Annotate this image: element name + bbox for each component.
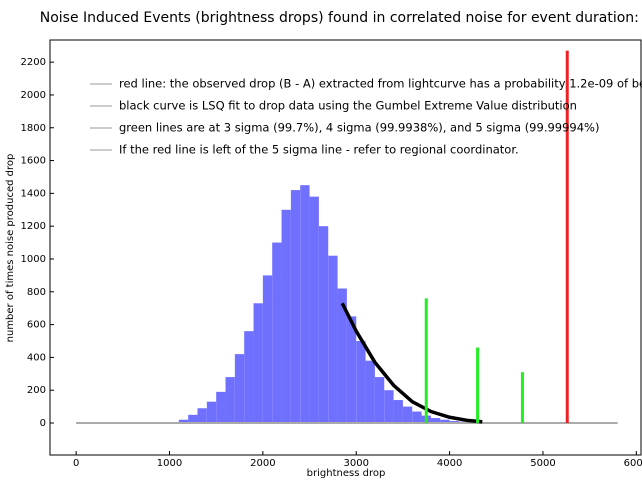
y-tick-label: 1400 [21,188,46,199]
bar [216,391,226,424]
bar [356,340,366,424]
x-tick-label: 5000 [530,458,555,469]
bar [440,419,450,424]
y-tick-label: 1600 [21,156,46,167]
bar [309,196,319,424]
bar [318,226,329,424]
bar [365,360,375,424]
legend-text: If the red line is left of the 5 sigma l… [119,143,519,157]
y-tick-label: 800 [27,287,46,298]
bar [402,406,413,424]
plot-frame [49,39,642,456]
bar [262,275,273,424]
bar [300,185,310,424]
bar [178,419,189,424]
y-tick-label: 400 [27,352,46,363]
fit-curve [340,302,483,424]
y-tick-label: 2000 [21,90,46,101]
bar [281,209,291,424]
bar [225,377,235,424]
bar [393,400,403,424]
bar [337,288,347,424]
bar [384,390,394,424]
y-tick-label: 1000 [21,254,46,265]
y-axis-label: number of times noise produced drop [5,154,16,343]
bar [412,411,422,424]
bar [346,316,357,424]
y-tick-label: 200 [27,385,46,396]
bar [234,354,245,424]
bar [430,418,441,424]
bar [206,401,217,424]
legend-text: red line: the observed drop (B - A) extr… [119,77,642,91]
x-tick-label: 1000 [157,458,182,469]
legend-text: black curve is LSQ fit to drop data usin… [119,99,577,113]
bar [290,190,301,424]
x-tick-label: 0 [73,458,79,469]
y-tick-label: 0 [40,418,46,429]
y-tick-label: 1800 [21,123,46,134]
y-tick-label: 2200 [21,57,46,68]
x-tick-label: 3000 [344,458,369,469]
x-tick-label: 4000 [437,458,462,469]
x-axis-label: brightness drop [307,468,386,479]
chart-title: Noise Induced Events (brightness drops) … [40,10,642,26]
y-tick-label: 1200 [21,221,46,232]
y-tick-label: 600 [27,320,46,331]
bar [374,377,385,424]
bar [328,255,338,424]
bar [197,408,207,424]
bar [272,242,282,424]
bar [253,303,263,424]
legend-text: green lines are at 3 sigma (99.7%), 4 si… [119,121,599,135]
bar [244,331,254,424]
x-tick-label: 2000 [250,458,275,469]
bar [188,414,198,424]
